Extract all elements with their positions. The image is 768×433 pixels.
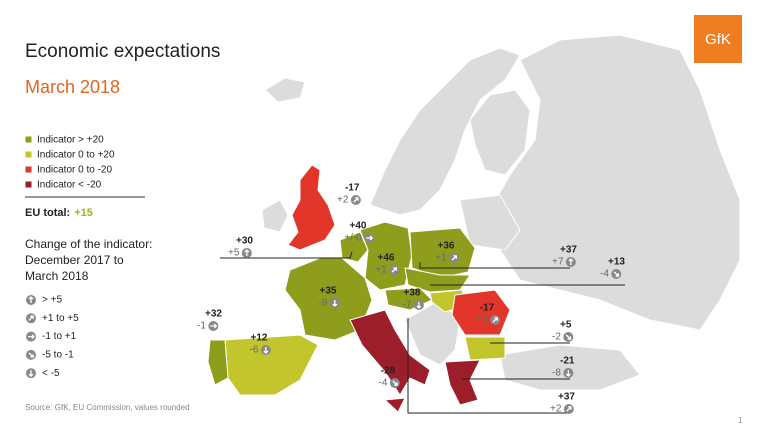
country-change: +2 (337, 195, 349, 206)
country-indicator: +35 (320, 286, 337, 297)
arrow-glyph (451, 255, 457, 261)
change-item: > +5 (42, 295, 62, 306)
arrow-glyph (416, 302, 422, 309)
arrow-glyph (492, 317, 498, 323)
country-indicator: +32 (205, 309, 222, 320)
change-title: Change of the indicator: (25, 237, 152, 251)
country-change: -8 (552, 368, 561, 379)
italy (349, 309, 431, 396)
spain (224, 334, 319, 396)
map (207, 34, 741, 413)
eu-total: EU total: +15 (25, 207, 93, 219)
country-indicator: +13 (608, 257, 625, 268)
change-item: < -5 (42, 368, 60, 379)
arrow-glyph (391, 267, 397, 273)
arrow-glyph (565, 370, 571, 377)
uk (287, 164, 336, 251)
country-indicator: +30 (236, 236, 253, 247)
finland (469, 89, 531, 176)
portugal (207, 339, 229, 386)
legend-item: Indicator 0 to +20 (37, 150, 115, 161)
arrow-glyph (263, 347, 269, 354)
country-indicator: -21 (560, 356, 575, 367)
arrow-glyph (28, 334, 35, 340)
country-indicator: +36 (438, 241, 455, 252)
country-change: +1 (375, 265, 387, 276)
country-indicator: +5 (560, 320, 572, 331)
source: Source: GfK, EU Commission, values round… (25, 403, 190, 412)
arrow-glyph (244, 249, 250, 256)
arrow-glyph (28, 352, 34, 358)
country-indicator: +40 (350, 221, 367, 232)
legend-swatch (24, 135, 33, 144)
country-change: -7 (403, 300, 412, 311)
country-indicator: +46 (378, 253, 395, 264)
page-number: 1 (738, 416, 743, 425)
legend-swatch (24, 165, 33, 174)
country-change: +7 (552, 257, 564, 268)
leader-line (407, 318, 568, 414)
baltics-east (459, 194, 521, 251)
greece (444, 359, 481, 406)
legend-swatch (24, 180, 33, 189)
legend-item: Indicator 0 to -20 (37, 165, 112, 176)
arrow-glyph (28, 370, 34, 378)
country-change: +5 (228, 248, 240, 259)
country-change: +/-0 (344, 233, 362, 244)
country-indicator: -28 (381, 366, 396, 377)
arrow-glyph (28, 315, 34, 321)
bulgaria (464, 336, 506, 361)
arrow-glyph (613, 271, 620, 277)
country-indicator: -17 (480, 303, 495, 314)
country-change: +1 (435, 253, 447, 264)
country-change: +3 (476, 315, 488, 326)
eu-total-value: +15 (74, 207, 93, 219)
change-item: +1 to +5 (42, 313, 79, 324)
title: Economic expectations (25, 41, 220, 62)
arrow-glyph (28, 296, 34, 303)
poland (409, 227, 476, 279)
country-indicator: -17 (345, 183, 360, 194)
benelux (339, 231, 369, 263)
country-change: -6 (250, 345, 259, 356)
country-change: -4 (600, 269, 609, 280)
leader-line (220, 251, 353, 259)
arrow-glyph (366, 235, 374, 241)
ireland (261, 199, 289, 233)
eu-total-label: EU total: (25, 207, 70, 219)
country-change: -1 (197, 321, 206, 332)
arrow-glyph (210, 323, 218, 329)
iceland (264, 77, 306, 103)
change-item: -1 to +1 (42, 331, 77, 342)
country-change: -4 (379, 378, 388, 389)
arrow-glyph (353, 197, 359, 203)
change-title: December 2017 to (25, 253, 124, 267)
change-title: March 2018 (25, 269, 89, 283)
scandinavia (369, 47, 521, 216)
legend-item: Indicator > +20 (37, 135, 104, 146)
country-change: +2 (550, 404, 562, 415)
country-change: -2 (552, 332, 561, 343)
country-indicator: +37 (558, 392, 575, 403)
russia (489, 34, 741, 331)
turkey (499, 344, 641, 391)
arrow-glyph (568, 258, 574, 265)
change-item: -5 to -1 (42, 350, 74, 361)
leader-line (419, 262, 570, 269)
arrow-glyph (392, 380, 398, 386)
country-indicator: +38 (404, 288, 421, 299)
sicily (383, 397, 406, 413)
arrow-glyph (565, 334, 572, 340)
country-indicator: +12 (251, 333, 268, 344)
subtitle: March 2018 (25, 77, 120, 97)
country-change: -9 (319, 298, 328, 309)
legend-item: Indicator < -20 (37, 180, 102, 191)
arrow-glyph (332, 300, 338, 307)
logo: GfK (705, 31, 731, 48)
country-indicator: +37 (560, 245, 577, 256)
legend-swatch (24, 150, 33, 159)
arrow-glyph (566, 406, 572, 412)
logo-box (694, 15, 742, 63)
